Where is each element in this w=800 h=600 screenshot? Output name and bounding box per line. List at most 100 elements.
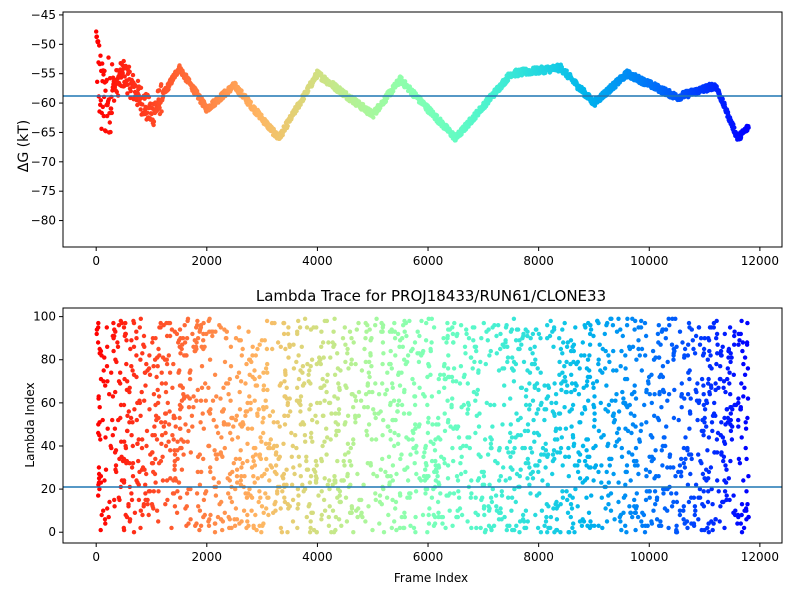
lambda-point	[577, 476, 583, 481]
lambda-point	[281, 331, 287, 337]
lambda-point	[535, 525, 541, 531]
delta-g-point	[101, 113, 107, 119]
lambda-point	[506, 495, 511, 500]
lambda-point	[614, 368, 619, 373]
lambda-point	[115, 344, 121, 349]
lambda-point	[298, 409, 303, 414]
lambda-point	[392, 329, 397, 334]
lambda-point	[199, 385, 205, 390]
lambda-point	[482, 437, 488, 442]
lambda-panel: Lambda Trace for PROJ18433/RUN61/CLONE33…	[23, 287, 783, 585]
lambda-point	[95, 340, 101, 345]
lambda-point	[397, 383, 403, 388]
lambda-point	[349, 357, 354, 362]
lambda-point	[121, 480, 127, 485]
lambda-point	[679, 456, 684, 462]
lambda-point	[268, 463, 273, 468]
delta-g-point	[138, 107, 143, 112]
lambda-point	[517, 338, 522, 343]
lambda-point	[207, 443, 212, 449]
lambda-point	[714, 318, 719, 324]
lambda-point	[533, 357, 538, 362]
lambda-point	[110, 394, 116, 399]
lambda-point	[606, 480, 611, 485]
lambda-point	[140, 465, 146, 470]
lambda-point	[165, 497, 170, 503]
lambda-point	[144, 428, 150, 434]
lambda-point	[581, 385, 586, 390]
lambda-point	[501, 465, 506, 470]
lambda-point	[337, 493, 342, 498]
lambda-point	[697, 486, 703, 492]
lambda-point	[705, 357, 710, 362]
lambda-point	[332, 394, 337, 399]
lambda-point	[552, 413, 557, 418]
lambda-point	[672, 387, 677, 393]
lambda-point	[425, 530, 430, 535]
delta-g-point	[128, 88, 133, 94]
lambda-y-axis-label: Lambda Index	[23, 382, 37, 467]
lambda-point	[248, 407, 253, 412]
lambda-point	[383, 392, 388, 397]
lambda-point	[399, 514, 404, 520]
lambda-point	[402, 510, 407, 515]
lambda-point	[336, 411, 341, 416]
lambda-point	[317, 355, 322, 360]
lambda-point	[520, 512, 526, 518]
lambda-point	[212, 530, 218, 535]
lambda-point	[436, 389, 442, 395]
lambda-point	[188, 450, 193, 455]
lambda-point	[168, 448, 173, 453]
delta-g-point	[125, 91, 130, 96]
lambda-point	[169, 525, 174, 531]
lambda-point	[457, 381, 463, 386]
lambda-point	[735, 521, 740, 526]
lambda-point	[607, 359, 612, 365]
lambda-point	[637, 439, 642, 444]
lambda-point	[166, 353, 171, 358]
lambda-point	[707, 392, 712, 397]
delta-g-y-tick-label: −60	[31, 96, 56, 110]
delta-g-point	[135, 78, 141, 84]
lambda-point	[671, 357, 676, 362]
lambda-point	[579, 411, 585, 416]
lambda-point	[731, 493, 736, 498]
lambda-point	[313, 413, 318, 418]
lambda-point	[590, 381, 596, 386]
lambda-point	[359, 510, 364, 515]
lambda-point	[222, 510, 227, 515]
lambda-point	[629, 430, 634, 436]
lambda-point	[441, 372, 447, 377]
lambda-x-ticks: 0 2000 4000 6000 8000 10000 12000	[92, 543, 779, 564]
lambda-point	[175, 448, 180, 453]
lambda-point	[124, 361, 129, 367]
lambda-point	[582, 353, 587, 358]
lambda-point	[298, 368, 303, 373]
lambda-point	[304, 458, 309, 464]
delta-g-point	[125, 82, 130, 87]
lambda-point	[366, 504, 371, 509]
lambda-point	[103, 521, 108, 526]
lambda-point	[386, 424, 391, 429]
lambda-point	[488, 402, 493, 408]
lambda-point	[258, 456, 264, 462]
lambda-point	[291, 465, 296, 470]
lambda-point	[568, 348, 574, 354]
lambda-point	[557, 372, 562, 377]
lambda-point	[392, 336, 398, 341]
lambda-point	[625, 316, 630, 321]
delta-g-y-tick-label: −75	[31, 184, 56, 198]
lambda-point	[181, 452, 186, 457]
lambda-point	[473, 398, 478, 403]
lambda-point	[677, 508, 683, 513]
lambda-point	[267, 478, 272, 483]
lambda-point	[539, 452, 544, 457]
lambda-point	[336, 517, 342, 522]
lambda-point	[228, 495, 233, 500]
lambda-point	[674, 499, 680, 505]
lambda-point	[618, 512, 623, 518]
lambda-point	[659, 448, 664, 453]
lambda-point	[565, 340, 570, 345]
lambda-point	[119, 454, 124, 459]
lambda-point	[233, 506, 239, 511]
